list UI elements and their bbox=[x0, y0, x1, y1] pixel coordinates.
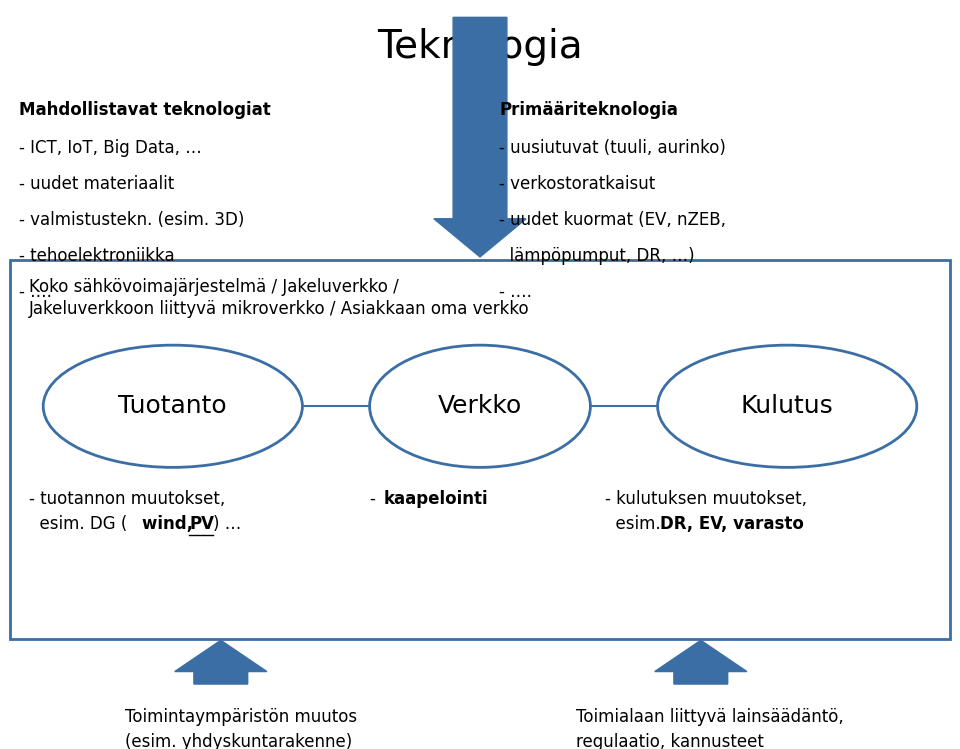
Text: esim. DG (: esim. DG ( bbox=[29, 515, 127, 533]
Ellipse shape bbox=[658, 345, 917, 467]
Text: DR, EV, varasto: DR, EV, varasto bbox=[660, 515, 804, 533]
Text: Primääriteknologia: Primääriteknologia bbox=[499, 100, 678, 118]
Text: - kulutuksen muutokset,: - kulutuksen muutokset, bbox=[605, 490, 806, 508]
Text: PV: PV bbox=[189, 515, 214, 533]
Text: Jakeluverkkoon liittyvä mikroverkko / Asiakkaan oma verkko: Jakeluverkkoon liittyvä mikroverkko / As… bbox=[29, 300, 529, 318]
Polygon shape bbox=[175, 640, 267, 684]
Text: lämpöpumput, DR, …): lämpöpumput, DR, …) bbox=[499, 247, 695, 265]
Polygon shape bbox=[655, 640, 747, 684]
Text: Toimialaan liittyvä lainsäädäntö,
regulaatio, kannusteet: Toimialaan liittyvä lainsäädäntö, regula… bbox=[576, 709, 844, 749]
Text: - ….: - …. bbox=[499, 283, 532, 301]
Text: Kulutus: Kulutus bbox=[741, 394, 833, 418]
Text: - tehoelektroniikka: - tehoelektroniikka bbox=[19, 247, 175, 265]
Text: Mahdollistavat teknologiat: Mahdollistavat teknologiat bbox=[19, 100, 271, 118]
Text: - tuotannon muutokset,: - tuotannon muutokset, bbox=[29, 490, 225, 508]
Text: Toimintaympäristön muutos
(esim. yhdyskuntarakenne): Toimintaympäristön muutos (esim. yhdysku… bbox=[125, 709, 357, 749]
Ellipse shape bbox=[43, 345, 302, 467]
Text: esim.: esim. bbox=[605, 515, 665, 533]
Text: ) …: ) … bbox=[213, 515, 241, 533]
Text: - ….: - …. bbox=[19, 283, 52, 301]
Polygon shape bbox=[434, 17, 526, 257]
Ellipse shape bbox=[370, 345, 590, 467]
Text: Teknologia: Teknologia bbox=[377, 28, 583, 66]
FancyBboxPatch shape bbox=[10, 261, 950, 639]
Text: - uudet materiaalit: - uudet materiaalit bbox=[19, 175, 175, 193]
Text: kaapelointi: kaapelointi bbox=[384, 490, 489, 508]
Text: Koko sähkövoimajärjestelmä / Jakeluverkko /: Koko sähkövoimajärjestelmä / Jakeluverkk… bbox=[29, 278, 398, 296]
Text: Tuotanto: Tuotanto bbox=[118, 394, 228, 418]
Text: Verkko: Verkko bbox=[438, 394, 522, 418]
Text: - valmistustekn. (esim. 3D): - valmistustekn. (esim. 3D) bbox=[19, 211, 245, 229]
Text: - ICT, IoT, Big Data, …: - ICT, IoT, Big Data, … bbox=[19, 139, 202, 157]
Text: - uudet kuormat (EV, nZEB,: - uudet kuormat (EV, nZEB, bbox=[499, 211, 726, 229]
Text: - uusiutuvat (tuuli, aurinko): - uusiutuvat (tuuli, aurinko) bbox=[499, 139, 726, 157]
Text: -: - bbox=[370, 490, 381, 508]
Text: - verkostoratkaisut: - verkostoratkaisut bbox=[499, 175, 656, 193]
Text: wind,: wind, bbox=[142, 515, 199, 533]
